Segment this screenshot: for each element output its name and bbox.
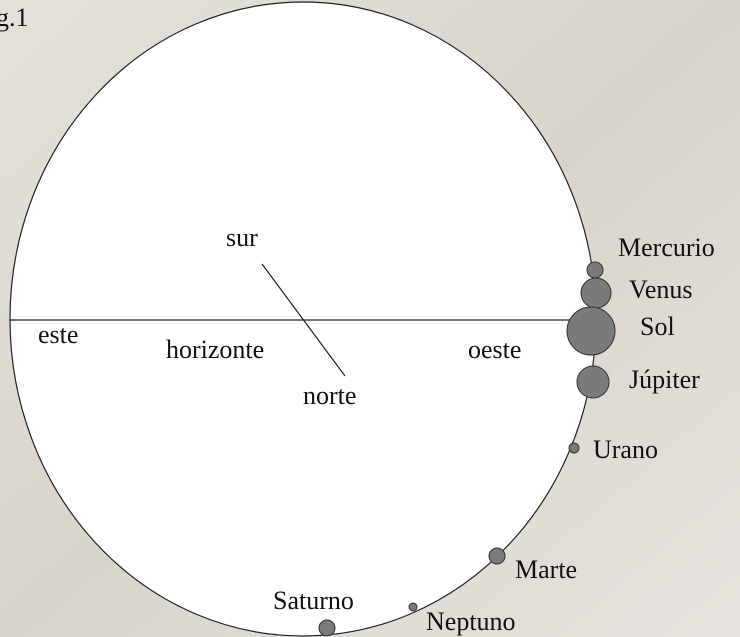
body-label: Venus (629, 275, 693, 304)
page: g.1 sur norte este oeste horizonte Mercu… (0, 0, 740, 637)
venus (581, 278, 611, 308)
horizon-label: horizonte (166, 335, 264, 364)
west-label: oeste (468, 335, 521, 364)
mars (489, 548, 505, 564)
body-label: Neptuno (426, 607, 516, 636)
uranus (569, 443, 579, 453)
south-label: sur (226, 223, 258, 252)
east-label: este (38, 320, 78, 349)
figure-label: g.1 (0, 3, 29, 32)
neptune (409, 603, 417, 611)
body-label: Marte (515, 555, 577, 584)
saturn (319, 620, 335, 636)
body-label: Urano (593, 435, 658, 464)
diagram: g.1 sur norte este oeste horizonte Mercu… (0, 0, 740, 637)
north-label: norte (303, 381, 356, 410)
body-label: Sol (640, 312, 675, 341)
sun (567, 307, 615, 355)
body-label: Júpiter (629, 365, 700, 394)
jupiter (577, 366, 609, 398)
body-label: Mercurio (618, 233, 715, 262)
mercury (587, 262, 603, 278)
body-label: Saturno (273, 586, 354, 615)
